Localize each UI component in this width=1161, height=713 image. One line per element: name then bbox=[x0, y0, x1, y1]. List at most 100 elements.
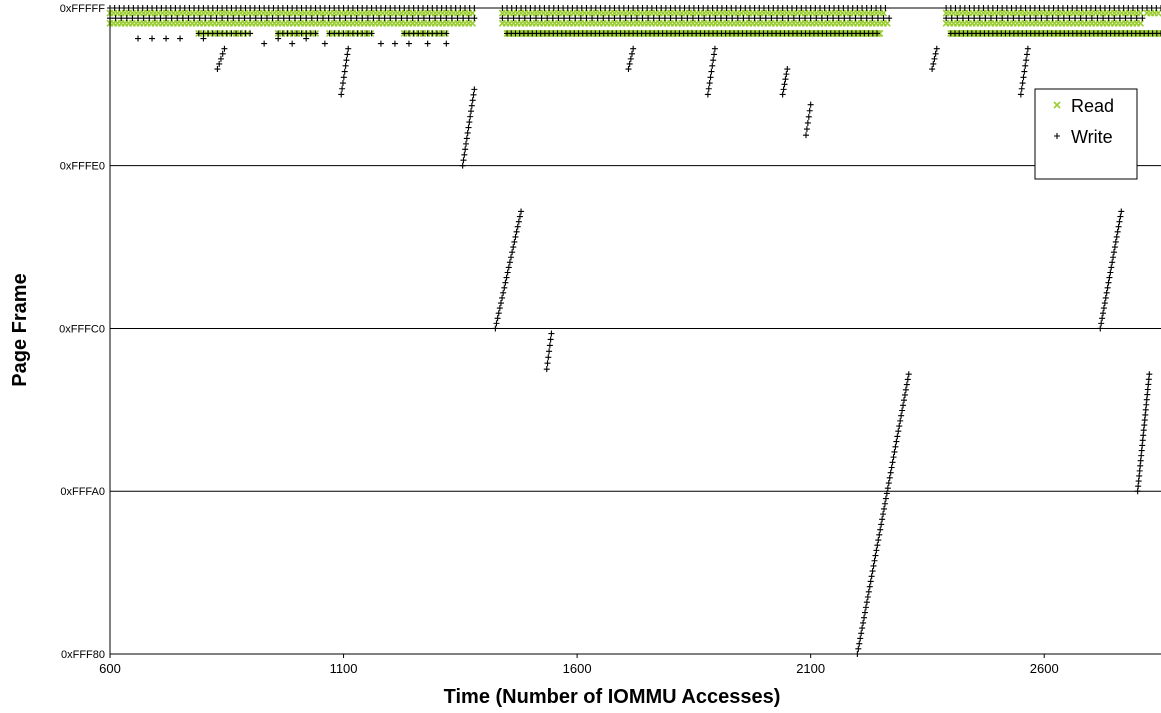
write-point bbox=[1101, 300, 1108, 307]
write-point bbox=[168, 15, 175, 22]
write-point bbox=[469, 97, 476, 104]
write-point bbox=[948, 15, 955, 22]
write-point bbox=[303, 35, 310, 42]
write-point bbox=[359, 15, 366, 22]
write-point bbox=[892, 443, 899, 450]
write-point bbox=[813, 15, 820, 22]
write-point bbox=[1044, 15, 1051, 22]
write-point bbox=[577, 15, 584, 22]
write-point bbox=[497, 300, 504, 307]
write-point bbox=[280, 15, 287, 22]
write-point bbox=[894, 433, 901, 440]
write-point bbox=[709, 62, 716, 69]
write-point bbox=[179, 15, 186, 22]
write-point bbox=[509, 249, 516, 256]
read-point bbox=[1154, 9, 1161, 17]
write-point bbox=[495, 310, 502, 317]
write-point bbox=[219, 15, 226, 22]
write-point bbox=[499, 294, 506, 301]
write-point bbox=[1143, 396, 1150, 403]
write-point bbox=[432, 15, 439, 22]
x-tick-label: 1100 bbox=[330, 661, 358, 676]
write-point bbox=[1105, 15, 1112, 22]
write-point bbox=[932, 50, 939, 57]
write-point bbox=[462, 146, 469, 153]
x-tick-label: 600 bbox=[99, 661, 121, 676]
write-point bbox=[880, 15, 887, 22]
write-point bbox=[779, 91, 786, 98]
write-point bbox=[627, 55, 634, 62]
write-point bbox=[954, 15, 961, 22]
write-point bbox=[661, 15, 668, 22]
write-point bbox=[633, 15, 640, 22]
write-point bbox=[1135, 478, 1142, 485]
write-point bbox=[219, 50, 226, 57]
write-point bbox=[368, 30, 375, 37]
write-point bbox=[865, 588, 872, 595]
write-point bbox=[707, 74, 714, 81]
write-point bbox=[1049, 15, 1056, 22]
write-point bbox=[656, 15, 663, 22]
write-point bbox=[706, 80, 713, 87]
write-point bbox=[213, 15, 220, 22]
write-point bbox=[561, 15, 568, 22]
write-point bbox=[312, 30, 319, 37]
write-point bbox=[873, 547, 880, 554]
write-point bbox=[269, 15, 276, 22]
write-point bbox=[391, 40, 398, 47]
write-point bbox=[1021, 15, 1028, 22]
write-point bbox=[1114, 228, 1121, 235]
data-marks bbox=[106, 5, 1161, 657]
write-point bbox=[863, 15, 870, 22]
write-point bbox=[882, 5, 889, 11]
write-point bbox=[1141, 417, 1148, 424]
write-point bbox=[1139, 15, 1146, 22]
plot-area: 600 1100 1600 2100 2600 0xFFF80 0xFFFA0 0xFFFC… bbox=[59, 3, 1161, 676]
write-point bbox=[611, 15, 618, 22]
y-tick-label: 0xFFFC0 bbox=[59, 323, 105, 335]
x-tick-labels: 600 1100 1600 2100 2600 bbox=[99, 661, 1059, 676]
read-point bbox=[1136, 9, 1145, 17]
write-point bbox=[667, 15, 674, 22]
write-point bbox=[1144, 391, 1151, 398]
write-point bbox=[338, 91, 345, 98]
write-point bbox=[214, 66, 221, 73]
write-point bbox=[297, 15, 304, 22]
write-point bbox=[746, 15, 753, 22]
write-point bbox=[1142, 406, 1149, 413]
write-point bbox=[1136, 472, 1143, 479]
write-point bbox=[464, 129, 471, 136]
write-point bbox=[1116, 218, 1123, 225]
write-point bbox=[783, 71, 790, 78]
write-point bbox=[286, 15, 293, 22]
write-point bbox=[325, 15, 332, 22]
write-point bbox=[993, 15, 1000, 22]
write-point bbox=[499, 15, 506, 22]
write-point bbox=[987, 15, 994, 22]
write-point bbox=[443, 15, 450, 22]
write-point bbox=[1099, 315, 1106, 322]
write-point bbox=[1140, 432, 1147, 439]
write-point bbox=[241, 15, 248, 22]
write-series bbox=[107, 5, 1161, 657]
write-point bbox=[1146, 371, 1153, 378]
write-point bbox=[1017, 91, 1024, 98]
write-point bbox=[177, 35, 184, 42]
write-point bbox=[1100, 15, 1107, 22]
write-point bbox=[1097, 325, 1104, 332]
write-point bbox=[1142, 411, 1149, 418]
read-point bbox=[883, 19, 891, 27]
write-point bbox=[463, 135, 470, 142]
write-point bbox=[583, 15, 590, 22]
write-point bbox=[803, 126, 810, 133]
write-point bbox=[549, 15, 556, 22]
write-point bbox=[890, 454, 897, 461]
write-point bbox=[785, 15, 792, 22]
write-point bbox=[468, 108, 475, 115]
write-point bbox=[207, 15, 214, 22]
write-point bbox=[515, 218, 522, 225]
write-point bbox=[146, 15, 153, 22]
write-point bbox=[1107, 269, 1114, 276]
write-point bbox=[779, 15, 786, 22]
